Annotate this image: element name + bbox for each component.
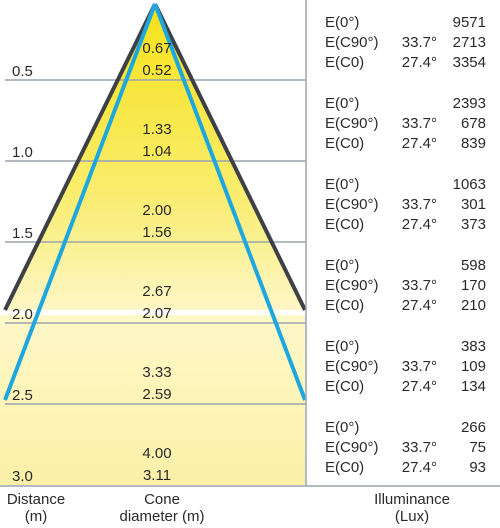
e0-value: 598: [461, 257, 486, 274]
c0-value: 134: [461, 378, 486, 395]
distance-label: 1.5: [12, 225, 33, 242]
c90-label: E(C90°): [325, 358, 379, 375]
c0-angle: 27.4°: [402, 54, 437, 71]
distance-label: 0.5: [12, 63, 33, 80]
cone-diameter-c0: 0.52: [142, 62, 171, 79]
c0-value: 93: [469, 459, 486, 476]
c0-label: E(C0): [325, 135, 364, 152]
c90-label: E(C90°): [325, 439, 379, 456]
illuminance-unit: (Lux): [395, 508, 429, 525]
distance-unit: (m): [25, 508, 48, 525]
distance-header: Distance: [7, 491, 65, 508]
e0-value: 2393: [453, 95, 486, 112]
cone-diameter-c90: 2.00: [142, 202, 171, 219]
e0-label: E(0°): [325, 14, 359, 31]
c0-cone-left-edge: [3, 3, 157, 401]
e0-label: E(0°): [325, 176, 359, 193]
e0-value: 1063: [453, 176, 486, 193]
e0-label: E(0°): [325, 257, 359, 274]
c0-angle: 27.4°: [402, 135, 437, 152]
distance-label: 2.0: [12, 306, 33, 323]
c90-angle: 33.7°: [402, 277, 437, 294]
cone-header: Cone: [144, 491, 180, 508]
c0-angle: 27.4°: [402, 459, 437, 476]
e0-value: 266: [461, 419, 486, 436]
cone-unit: diameter (m): [119, 508, 204, 525]
illuminance-header: Illuminance: [374, 491, 450, 508]
c90-label: E(C90°): [325, 277, 379, 294]
c90-angle: 33.7°: [402, 196, 437, 213]
e0-value: 9571: [453, 14, 486, 31]
distance-grid: [5, 79, 306, 405]
cone-diameter-c90: 2.67: [142, 283, 171, 300]
c90-cone-right-edge: [153, 3, 307, 311]
c90-angle: 33.7°: [402, 358, 437, 375]
c90-value: 109: [461, 358, 486, 375]
c90-angle: 33.7°: [402, 115, 437, 132]
illuminance-table: E(0°) 9571 E(C90°) 33.7° 2713 E(C0) 27.4° 3354 E…: [325, 14, 486, 476]
cone-diameter-c90: 3.33: [142, 364, 171, 381]
light-cone-fill: [5, 4, 305, 310]
c90-value: 75: [469, 439, 486, 456]
c90-angle: 33.7°: [402, 34, 437, 51]
c0-value: 373: [461, 216, 486, 233]
c0-label: E(C0): [325, 378, 364, 395]
c0-value: 3354: [453, 54, 486, 71]
cone-diameter-c0: 3.11: [143, 467, 171, 484]
distance-label: 1.0: [12, 144, 33, 161]
cone-diameter-c90: 4.00: [142, 445, 171, 462]
e0-label: E(0°): [325, 95, 359, 112]
c0-angle: 27.4°: [402, 216, 437, 233]
c0-value: 210: [461, 297, 486, 314]
cone-diameter-c0: 2.07: [142, 305, 171, 322]
c90-angle: 33.7°: [402, 439, 437, 456]
cone-diameter-c0: 1.04: [142, 143, 171, 160]
c0-value: 839: [461, 135, 486, 152]
row-labels: 0.5 0.67 0.52 1.0 1.33 1.04 1.5 2.00 1.56 2.0 2.67…: [12, 40, 172, 485]
c90-cone-left-edge: [3, 3, 157, 311]
cone-diameter-c0: 2.59: [142, 386, 171, 403]
light-area: [0, 315, 305, 485]
c0-label: E(C0): [325, 54, 364, 71]
c0-label: E(C0): [325, 459, 364, 476]
distance-label: 3.0: [12, 468, 33, 485]
cone-diameter-c0: 1.56: [142, 224, 171, 241]
distance-label: 2.5: [12, 387, 33, 404]
c0-cone-right-edge: [153, 3, 307, 401]
c90-label: E(C90°): [325, 196, 379, 213]
e0-value: 383: [461, 338, 486, 355]
c0-label: E(C0): [325, 216, 364, 233]
cone-diameter-c90: 0.67: [142, 40, 171, 57]
c90-value: 170: [461, 277, 486, 294]
e0-label: E(0°): [325, 419, 359, 436]
c90-value: 2713: [453, 34, 486, 51]
c90-label: E(C90°): [325, 115, 379, 132]
c90-value: 678: [461, 115, 486, 132]
c90-value: 301: [461, 196, 486, 213]
c0-angle: 27.4°: [402, 378, 437, 395]
cone-diameter-c90: 1.33: [142, 121, 171, 138]
e0-label: E(0°): [325, 338, 359, 355]
c90-label: E(C90°): [325, 34, 379, 51]
c0-label: E(C0): [325, 297, 364, 314]
c0-angle: 27.4°: [402, 297, 437, 314]
